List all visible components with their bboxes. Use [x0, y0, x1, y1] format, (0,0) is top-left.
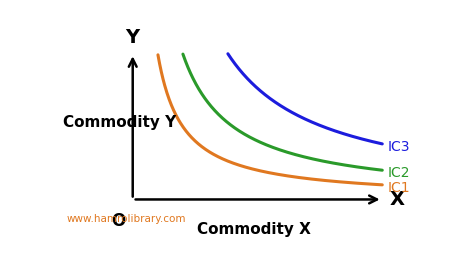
Text: Commodity X: Commodity X: [197, 222, 311, 237]
Text: Commodity Y: Commodity Y: [63, 115, 176, 130]
Text: O: O: [111, 212, 125, 230]
Text: X: X: [390, 190, 405, 209]
Text: IC2: IC2: [388, 166, 410, 180]
Text: IC3: IC3: [388, 140, 410, 154]
Text: IC1: IC1: [388, 181, 410, 195]
Text: www.hamrolibrary.com: www.hamrolibrary.com: [66, 214, 186, 224]
Text: Y: Y: [126, 28, 140, 47]
